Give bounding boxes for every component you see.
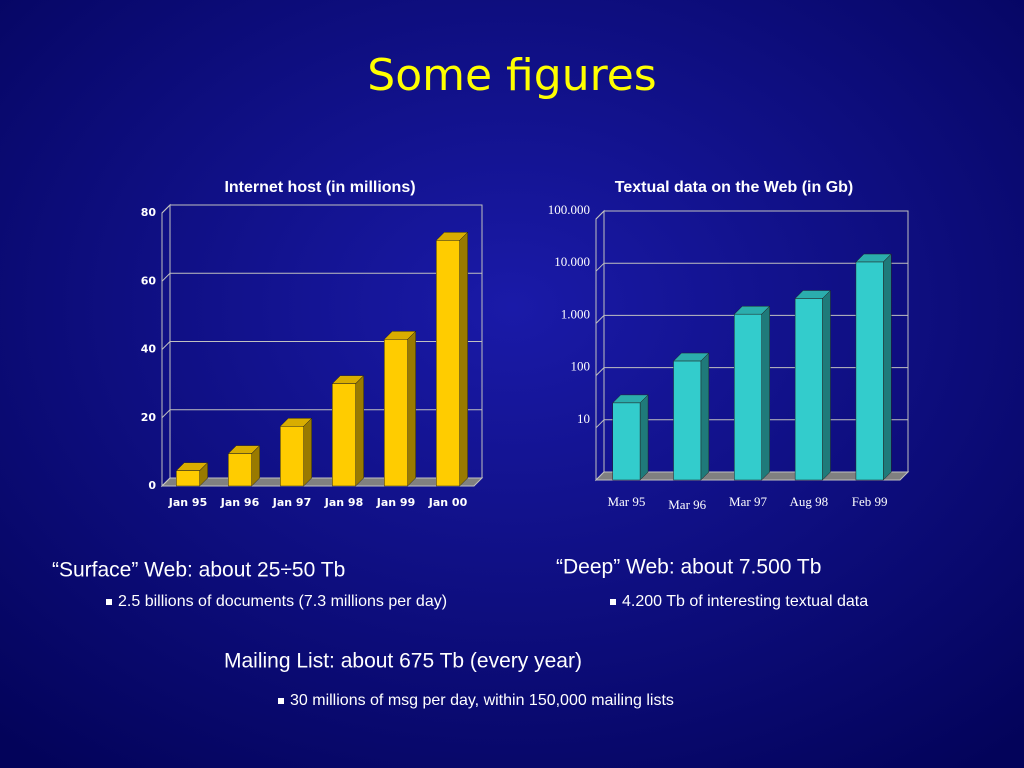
y-tick-label: 20 — [141, 411, 157, 424]
note-heading: “Deep” Web: about 7.500 Tb — [556, 556, 821, 579]
x-tick-label: Jan 00 — [428, 496, 468, 509]
grid-line — [161, 477, 482, 487]
y-tick-label: 100.000 — [548, 202, 590, 217]
bar-side — [883, 253, 892, 481]
y-tick-label: 40 — [141, 343, 157, 356]
bullet — [610, 599, 616, 605]
bullet — [106, 599, 112, 605]
x-tick-label: Mar 97 — [729, 494, 767, 509]
y-tick-label: 60 — [141, 274, 157, 287]
x-tick-label: Jan 96 — [220, 496, 260, 509]
bar — [612, 402, 641, 481]
x-tick-label: Mar 95 — [607, 494, 645, 509]
y-tick-label: 10 — [577, 411, 590, 426]
note-bullet: 4.200 Tb of interesting textual data — [622, 593, 868, 610]
note-heading: “Surface” Web: about 25÷50 Tb — [52, 559, 345, 582]
grid-line — [161, 341, 482, 350]
note-bullet: 30 millions of msg per day, within 150,0… — [290, 692, 674, 709]
x-tick-label: Jan 99 — [376, 496, 415, 509]
bar — [673, 360, 702, 481]
plot-floor — [160, 477, 484, 487]
bar — [332, 383, 356, 487]
x-tick-label: Mar 96 — [668, 497, 706, 512]
chart-title: Internet host (in millions) — [224, 179, 415, 196]
bar — [384, 339, 408, 487]
grid-line — [161, 409, 482, 419]
bar — [280, 426, 304, 487]
bar-side — [700, 352, 710, 481]
bar — [436, 240, 460, 487]
bar-side — [355, 375, 364, 487]
x-tick-label: Jan 95 — [168, 496, 207, 509]
note-bullet: 2.5 billions of documents (7.3 millions … — [118, 593, 447, 610]
bar-side — [303, 417, 312, 487]
x-tick-label: Feb 99 — [852, 494, 888, 509]
note-heading: Mailing List: about 675 Tb (every year) — [224, 650, 582, 673]
bar — [228, 453, 252, 487]
y-tick-label: 80 — [141, 206, 157, 219]
grid-line — [595, 262, 908, 272]
y-tick-label: 1.000 — [561, 306, 590, 321]
y-tick-label: 100 — [571, 359, 591, 374]
bar-side — [459, 231, 468, 487]
y-tick-label: 10.000 — [554, 254, 590, 269]
grid-line — [161, 272, 482, 282]
x-tick-label: Aug 98 — [789, 494, 828, 509]
bar-side — [822, 289, 831, 481]
bar-side — [761, 305, 770, 481]
bar — [855, 261, 884, 481]
bar — [794, 298, 823, 481]
bar — [734, 313, 762, 481]
chart-title: Textual data on the Web (in Gb) — [615, 179, 854, 196]
slide-title: Some figures — [367, 50, 656, 101]
x-tick-label: Jan 98 — [324, 496, 363, 509]
bar — [176, 470, 200, 487]
bar-side — [639, 394, 649, 481]
bullet — [278, 698, 284, 704]
grid-line — [595, 210, 908, 220]
bar-side — [407, 330, 416, 487]
x-tick-label: Jan 97 — [272, 496, 311, 509]
grid-line — [161, 204, 482, 214]
y-tick-label: 0 — [148, 479, 156, 492]
